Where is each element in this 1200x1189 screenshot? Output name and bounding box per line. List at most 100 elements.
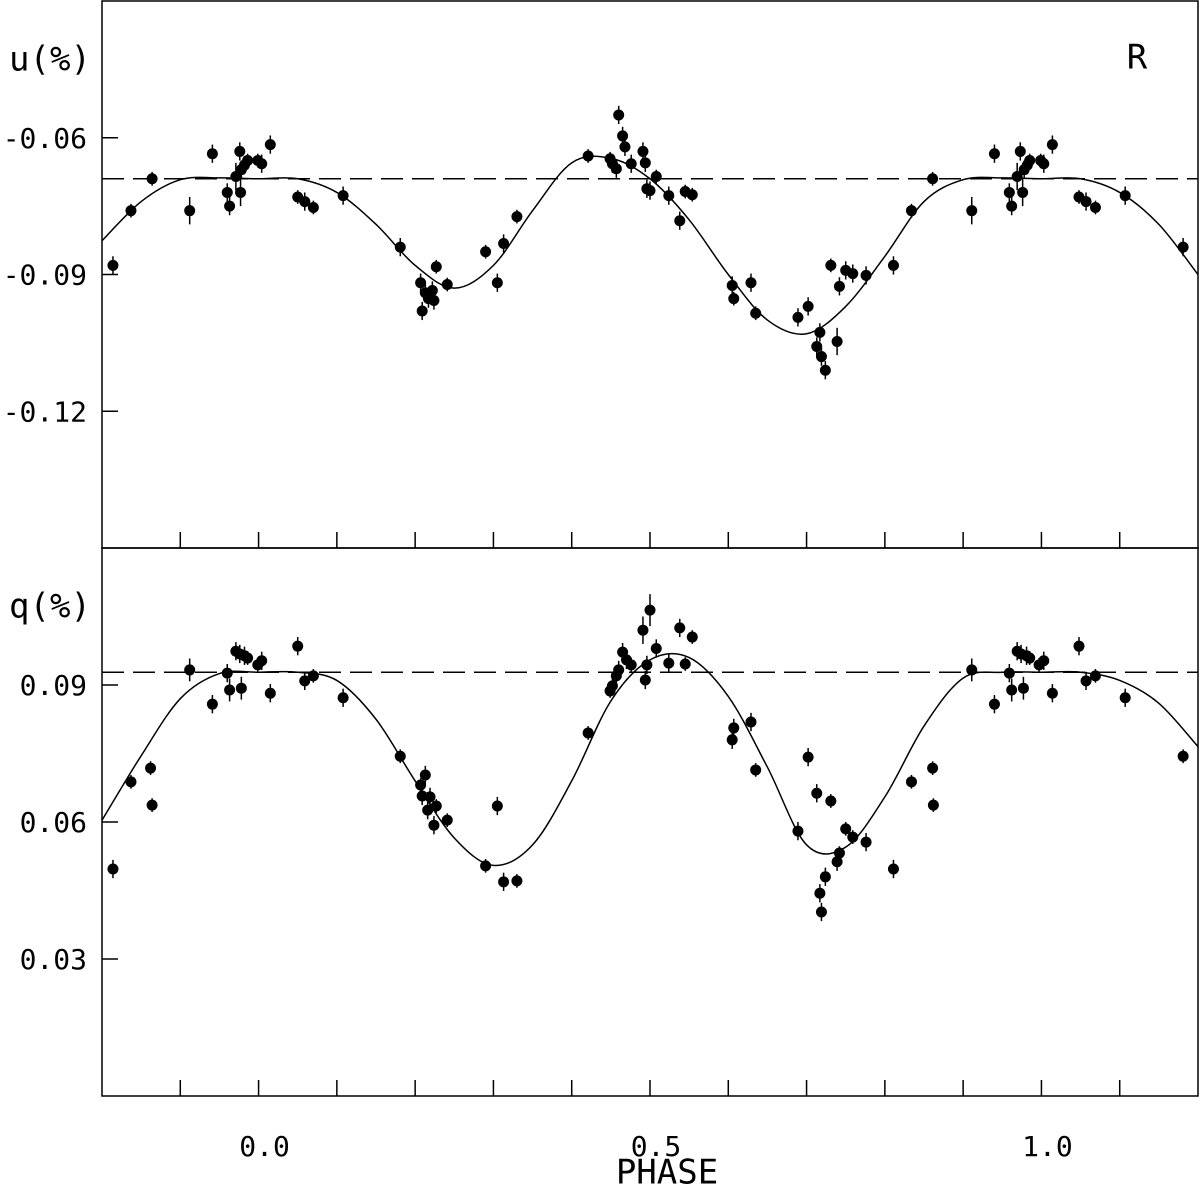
data-point bbox=[582, 727, 594, 739]
x-tick-label: 0.0 bbox=[239, 1130, 290, 1163]
data-point bbox=[927, 799, 939, 811]
data-point bbox=[234, 145, 246, 157]
data-point bbox=[235, 682, 247, 694]
data-point bbox=[256, 655, 268, 667]
data-point bbox=[491, 800, 503, 812]
data-point bbox=[1006, 200, 1018, 212]
data-point bbox=[430, 261, 442, 273]
data-point bbox=[641, 659, 653, 671]
data-point bbox=[480, 246, 492, 258]
data-point bbox=[292, 640, 304, 652]
data-point bbox=[728, 293, 740, 305]
data-point bbox=[242, 155, 254, 167]
x-axis-label: PHASE bbox=[616, 1153, 718, 1189]
data-point bbox=[1080, 675, 1092, 687]
data-point bbox=[686, 631, 698, 643]
data-point bbox=[235, 186, 247, 198]
data-point bbox=[745, 716, 757, 728]
data-point bbox=[617, 130, 629, 142]
data-point bbox=[206, 698, 218, 710]
data-point bbox=[988, 698, 1000, 710]
data-point bbox=[184, 664, 196, 676]
data-point bbox=[637, 145, 649, 157]
data-point bbox=[146, 799, 158, 811]
data-point bbox=[860, 836, 872, 848]
data-point bbox=[337, 190, 349, 202]
data-point bbox=[184, 205, 196, 217]
data-point bbox=[674, 215, 686, 227]
data-point bbox=[639, 674, 651, 686]
data-point bbox=[847, 831, 859, 843]
data-point bbox=[606, 680, 618, 692]
y-tick-label: -0.12 bbox=[3, 395, 87, 428]
y-axis-label: u(%) bbox=[9, 40, 91, 80]
data-point bbox=[819, 871, 831, 883]
data-point bbox=[1038, 655, 1050, 667]
data-point bbox=[428, 294, 440, 306]
data-point bbox=[619, 141, 631, 153]
y-tick-label: -0.09 bbox=[3, 259, 87, 292]
data-point bbox=[860, 269, 872, 281]
data-point bbox=[498, 876, 510, 888]
data-point bbox=[441, 814, 453, 826]
data-point bbox=[394, 241, 406, 253]
data-point bbox=[498, 238, 510, 250]
data-point bbox=[1073, 640, 1085, 652]
data-point bbox=[221, 667, 233, 679]
y-tick-label: 0.03 bbox=[20, 943, 87, 976]
frame bbox=[101, 547, 1199, 1097]
data-point bbox=[415, 277, 427, 289]
data-point bbox=[663, 190, 675, 202]
data-point bbox=[815, 351, 827, 363]
data-point bbox=[610, 163, 622, 175]
x-tick-label: 1.0 bbox=[1022, 1130, 1073, 1163]
data-point bbox=[1014, 145, 1026, 157]
data-point bbox=[811, 341, 823, 353]
data-point bbox=[107, 863, 119, 875]
data-point bbox=[125, 205, 137, 217]
data-point bbox=[145, 762, 157, 774]
data-point bbox=[840, 823, 852, 835]
data-point bbox=[613, 664, 625, 676]
data-point bbox=[428, 819, 440, 831]
data-point bbox=[644, 185, 656, 197]
data-point bbox=[1038, 158, 1050, 170]
data-point bbox=[224, 684, 236, 696]
data-point bbox=[1017, 682, 1029, 694]
data-point bbox=[966, 664, 978, 676]
data-point bbox=[726, 734, 738, 746]
data-point bbox=[1024, 652, 1036, 664]
data-point bbox=[307, 670, 319, 682]
data-point bbox=[242, 652, 254, 664]
data-point bbox=[825, 259, 837, 271]
data-point bbox=[337, 692, 349, 704]
data-point bbox=[815, 906, 827, 918]
data-point bbox=[264, 687, 276, 699]
model-curve bbox=[101, 652, 1199, 867]
data-point bbox=[802, 751, 814, 763]
data-point bbox=[1003, 667, 1015, 679]
data-point bbox=[1046, 139, 1058, 151]
data-point bbox=[905, 776, 917, 788]
y-axis-label: q(%) bbox=[9, 587, 91, 627]
data-point bbox=[745, 277, 757, 289]
data-point bbox=[792, 825, 804, 837]
data-point bbox=[1046, 687, 1058, 699]
data-point bbox=[221, 186, 233, 198]
y-tick-label: -0.06 bbox=[3, 122, 87, 155]
data-point bbox=[814, 326, 826, 338]
data-point bbox=[833, 847, 845, 859]
data-point bbox=[825, 795, 837, 807]
data-point bbox=[224, 200, 236, 212]
data-point bbox=[582, 150, 594, 162]
data-point bbox=[650, 642, 662, 654]
data-point bbox=[256, 158, 268, 170]
data-point bbox=[887, 863, 899, 875]
y-tick-label: 0.06 bbox=[20, 806, 87, 839]
data-point bbox=[125, 776, 137, 788]
data-point bbox=[613, 109, 625, 121]
data-point bbox=[146, 173, 158, 185]
data-point bbox=[1003, 186, 1015, 198]
annotation: R bbox=[1127, 38, 1148, 78]
